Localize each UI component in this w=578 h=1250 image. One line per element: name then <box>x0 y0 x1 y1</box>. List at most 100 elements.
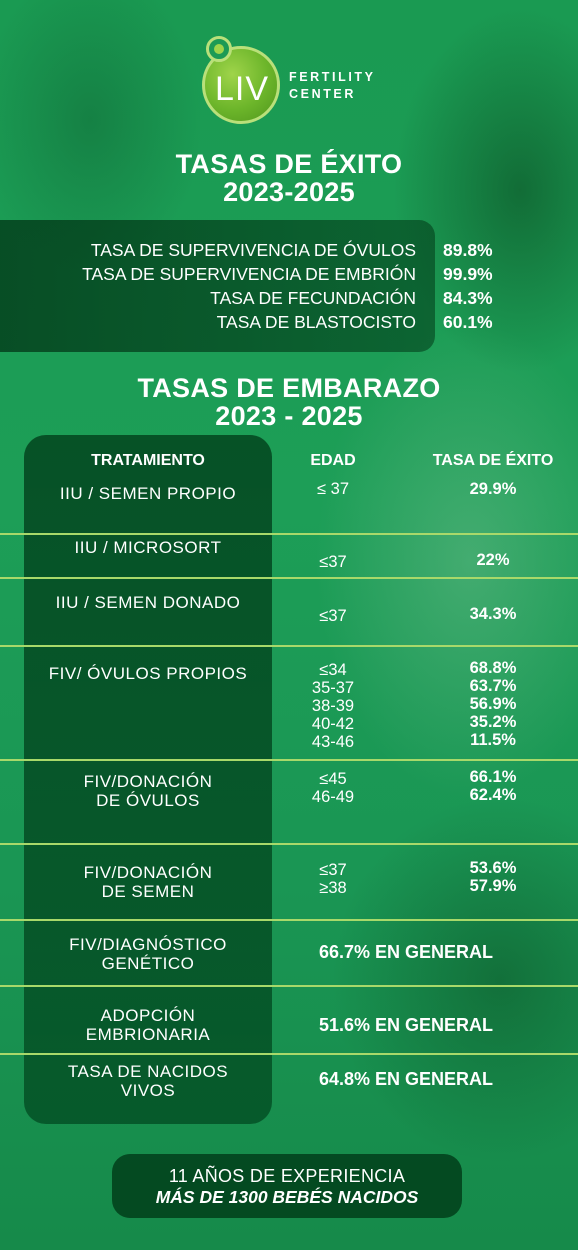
logo-dot-icon <box>206 36 232 62</box>
row-divider <box>0 843 578 845</box>
age-value: 46-49 <box>311 788 355 806</box>
treatment-label: FIV/DONACIÓN <box>83 863 213 882</box>
pregnancy-title-line2: 2023 - 2025 <box>215 401 363 431</box>
treatment-cell: ADOPCIÓN EMBRIONARIA <box>24 1006 272 1044</box>
rate-row: TASA DE SUPERVIVENCIA DE ÓVULOS 89.8% <box>0 240 578 264</box>
rate-row: TASA DE SUPERVIVENCIA DE EMBRIÓN 99.9% <box>0 264 578 288</box>
age-value: ≤37 <box>319 553 347 571</box>
treatment-label: IIU / MICROSORT <box>74 538 222 557</box>
rate-row: TASA DE FECUNDACIÓN 84.3% <box>0 288 578 312</box>
treatment-cell: IIU / SEMEN PROPIO <box>24 484 272 504</box>
logo-subtitle-line1: FERTILITY <box>289 70 376 84</box>
general-rate: 64.8% EN GENERAL <box>318 1069 494 1089</box>
general-rate: 66.7% EN GENERAL <box>318 942 494 962</box>
treatment-label: DE SEMEN <box>101 881 195 901</box>
treatment-label: TASA DE NACIDOS <box>67 1062 229 1081</box>
treatment-label: IIU / SEMEN DONADO <box>55 593 241 612</box>
rate-value: 68.8% <box>469 659 517 677</box>
rate-cell: 22% <box>408 551 578 569</box>
experience-text: 11 AÑOS DE EXPERIENCIA <box>168 1166 406 1186</box>
rate-value: 53.6% <box>469 859 517 877</box>
rate-value: 63.7% <box>469 677 517 695</box>
rate-value: 22% <box>476 551 510 569</box>
treatment-label: ADOPCIÓN <box>100 1006 196 1025</box>
treatment-cell: FIV/DIAGNÓSTICO GENÉTICO <box>24 935 272 973</box>
babies-born-text: MÁS DE 1300 BEBÉS NACIDOS <box>155 1187 419 1207</box>
success-title-line2: 2023-2025 <box>223 177 355 207</box>
age-cell: ≤37 <box>290 607 376 625</box>
age-cell: ≤37 ≥38 <box>290 861 376 897</box>
treatment-label: EMBRIONARIA <box>85 1024 211 1044</box>
treatment-cell: FIV/DONACIÓN DE SEMEN <box>24 863 272 901</box>
rate-value: 34.3% <box>469 605 517 623</box>
rate-value: 66.1% <box>469 768 517 786</box>
age-value: ≤37 <box>319 861 347 879</box>
age-value: ≤37 <box>319 607 347 625</box>
age-cell: ≤45 46-49 <box>290 770 376 806</box>
treatment-cell: IIU / MICROSORT <box>24 538 272 558</box>
rate-cell: 68.8% 63.7% 56.9% 35.2% 11.5% <box>408 659 578 749</box>
age-value: ≤34 <box>319 661 347 679</box>
header-rate: TASA DE ÉXITO <box>432 452 554 469</box>
rate-value: 84.3% <box>443 288 493 308</box>
rate-value: 60.1% <box>443 312 493 332</box>
header-treatment: TRATAMIENTO <box>91 452 205 469</box>
row-divider <box>0 577 578 579</box>
treatment-cell: FIV/ ÓVULOS PROPIOS <box>24 664 272 684</box>
rate-value: 56.9% <box>469 695 517 713</box>
treatment-label: IIU / SEMEN PROPIO <box>59 484 237 503</box>
logo-text: LIV <box>214 70 270 108</box>
age-cell: ≤ 37 <box>290 480 376 498</box>
row-divider <box>0 919 578 921</box>
pregnancy-rates-title: TASAS DE EMBARAZO 2023 - 2025 <box>0 374 578 430</box>
treatment-label: FIV/DIAGNÓSTICO <box>69 935 227 954</box>
success-title-line1: TASAS DE ÉXITO <box>175 149 403 179</box>
header-age: EDAD <box>310 452 356 469</box>
age-value: ≤45 <box>319 770 347 788</box>
rate-label: TASA DE BLASTOCISTO <box>216 312 416 332</box>
row-divider <box>0 645 578 647</box>
treatment-label: GENÉTICO <box>101 953 195 973</box>
age-value: ≤ 37 <box>317 480 349 498</box>
rate-label: TASA DE SUPERVIVENCIA DE ÓVULOS <box>90 240 416 260</box>
logo: LIV FERTILITY CENTER <box>198 36 388 136</box>
treatment-label: FIV/DONACIÓN <box>83 772 213 791</box>
rate-cell: 66.1% 62.4% <box>408 768 578 804</box>
row-divider <box>0 1053 578 1055</box>
success-rates-title: TASAS DE ÉXITO 2023-2025 <box>0 150 578 206</box>
rate-value: 99.9% <box>443 264 493 284</box>
pregnancy-title-line1: TASAS DE EMBARAZO <box>137 373 441 403</box>
rate-cell: 53.6% 57.9% <box>408 859 578 895</box>
rate-label: TASA DE FECUNDACIÓN <box>210 288 416 308</box>
rate-value: 35.2% <box>469 713 517 731</box>
rate-value: 62.4% <box>469 786 517 804</box>
treatment-label: DE ÓVULOS <box>96 790 200 810</box>
rate-cell: 29.9% <box>408 480 578 498</box>
age-value: 43-46 <box>311 733 355 751</box>
age-value: 40-42 <box>311 715 355 733</box>
rate-row: TASA DE BLASTOCISTO 60.1% <box>0 312 578 336</box>
age-cell: ≤34 35-37 38-39 40-42 43-46 <box>290 661 376 751</box>
logo-subtitle: FERTILITY CENTER <box>289 69 376 103</box>
treatment-column-panel <box>24 435 272 1124</box>
general-rate: 51.6% EN GENERAL <box>318 1015 494 1035</box>
rate-value: 29.9% <box>469 480 517 498</box>
treatment-label: FIV/ ÓVULOS PROPIOS <box>48 664 248 683</box>
logo-subtitle-line2: CENTER <box>289 87 356 101</box>
age-cell: ≤37 <box>290 553 376 571</box>
age-value: 35-37 <box>311 679 355 697</box>
row-divider <box>0 533 578 535</box>
rate-cell: 34.3% <box>408 605 578 623</box>
row-divider <box>0 759 578 761</box>
rate-value: 89.8% <box>443 240 493 260</box>
treatment-cell: FIV/DONACIÓN DE ÓVULOS <box>24 772 272 810</box>
rate-value: 57.9% <box>469 877 517 895</box>
experience-banner: 11 AÑOS DE EXPERIENCIA MÁS DE 1300 BEBÉS… <box>112 1154 462 1218</box>
row-divider <box>0 985 578 987</box>
age-value: ≥38 <box>319 879 347 897</box>
treatment-cell: IIU / SEMEN DONADO <box>24 593 272 613</box>
rate-value: 11.5% <box>470 731 516 749</box>
success-rates-panel <box>0 220 435 352</box>
age-value: 38-39 <box>311 697 355 715</box>
rate-label: TASA DE SUPERVIVENCIA DE EMBRIÓN <box>82 264 416 284</box>
